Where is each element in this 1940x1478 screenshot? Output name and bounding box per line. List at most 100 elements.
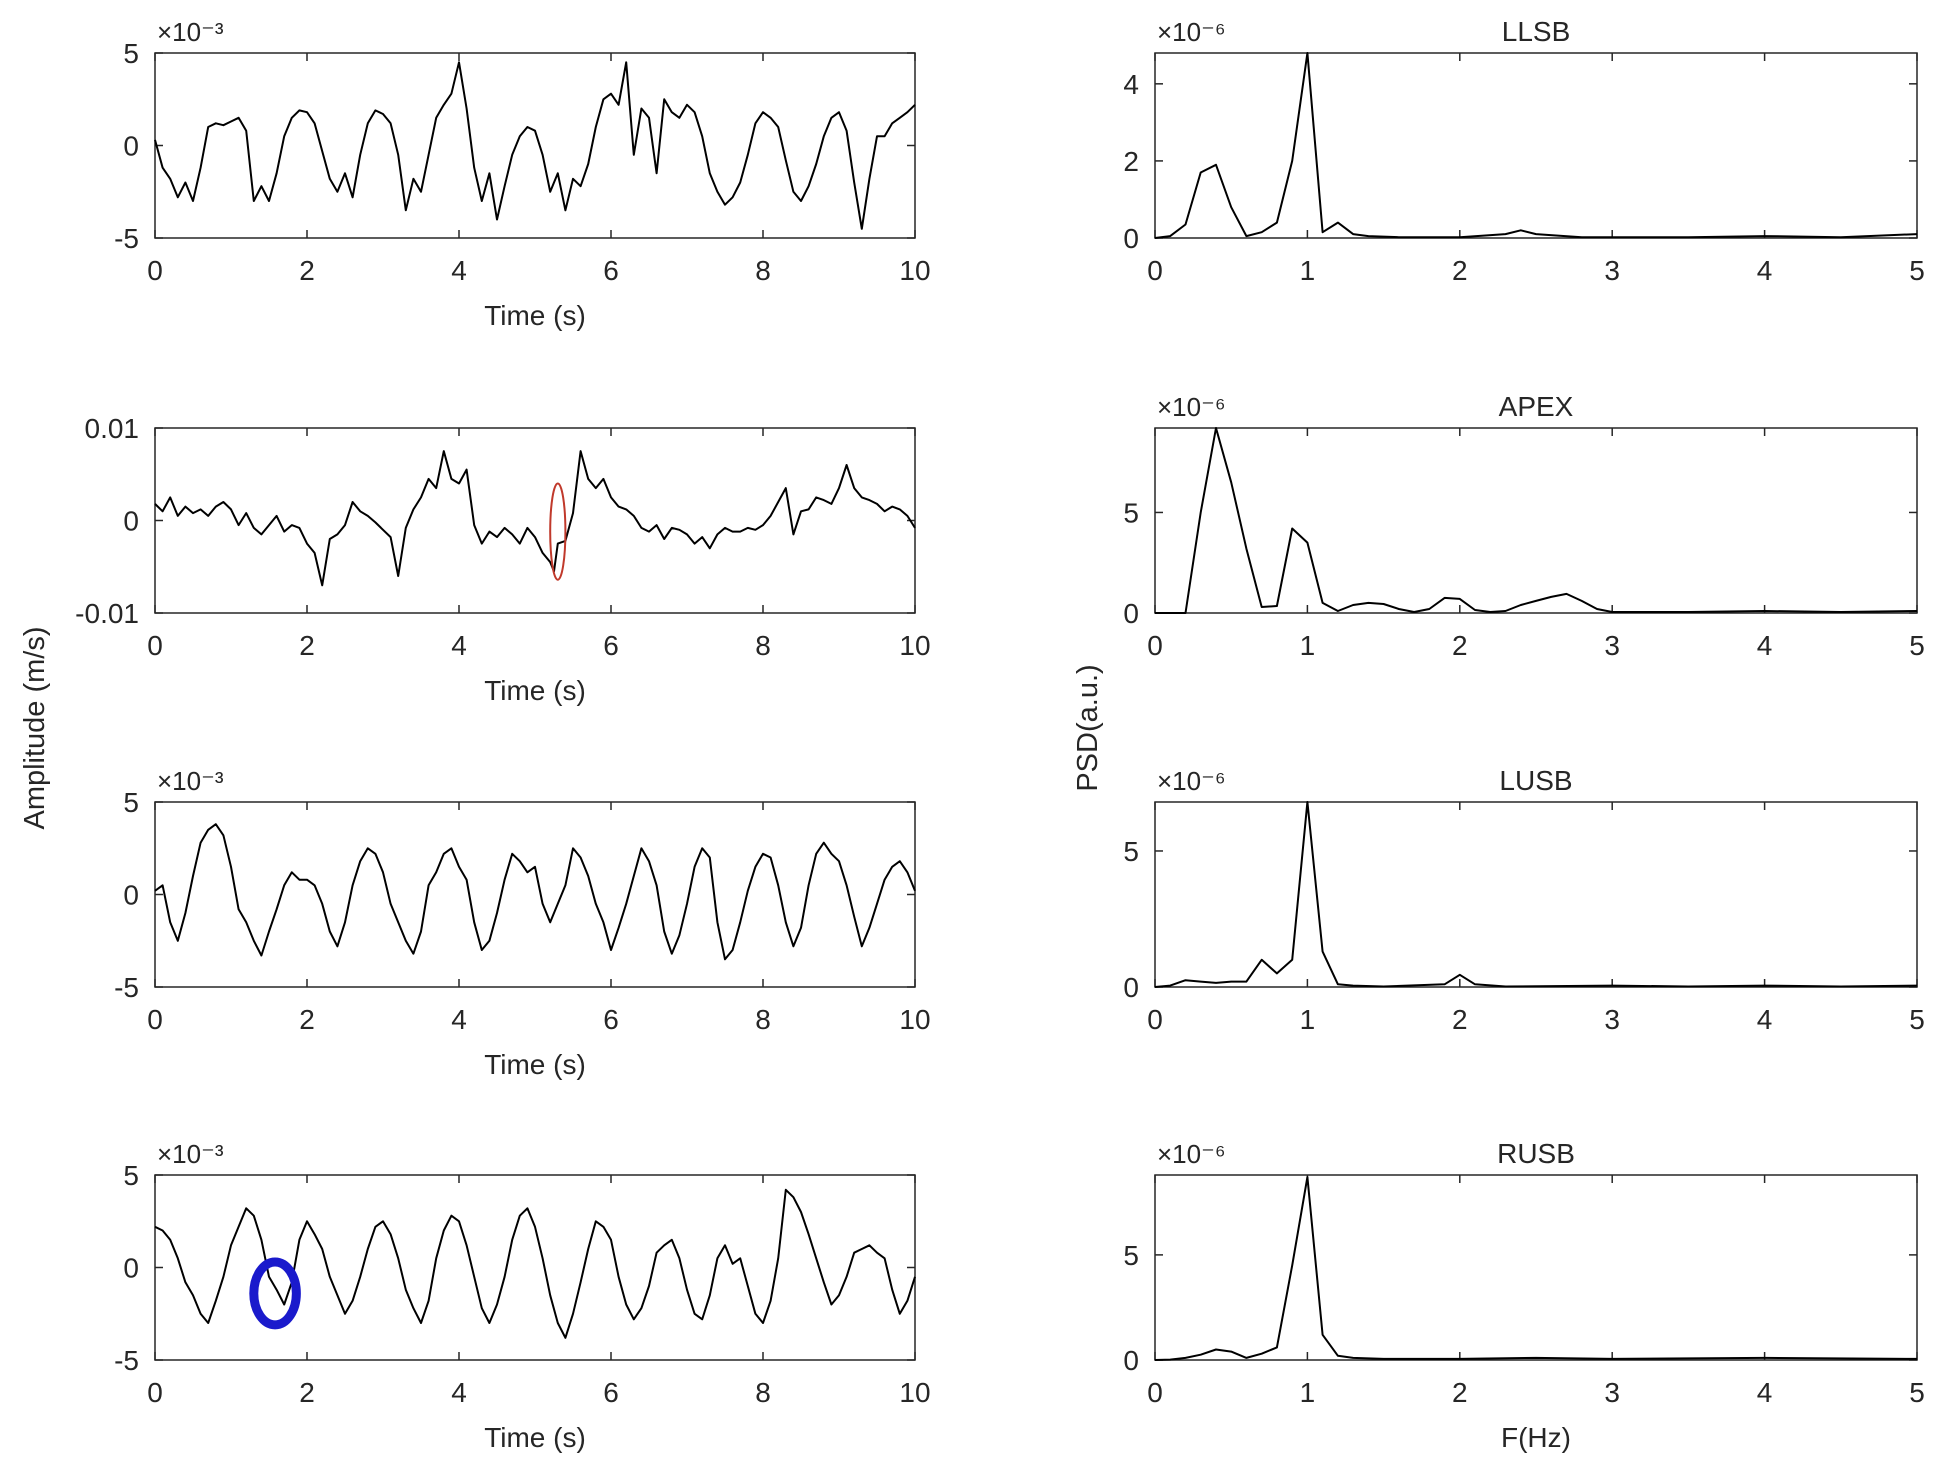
data-series-line [154,823,916,961]
x-tick-label: 5 [1909,1004,1925,1035]
x-tick-label: 4 [1757,1004,1773,1035]
x-tick-label: 3 [1604,255,1620,286]
x-tick-label: 6 [603,1377,619,1408]
x-tick-label: 8 [755,1377,771,1408]
y-tick-label: -5 [114,972,139,1003]
x-tick-label: 3 [1604,1377,1620,1408]
x-tick-label: 5 [1909,255,1925,286]
chart-panel-5: 0 1 2 3 4 5 0 2 4 ×10⁻⁶ LLSB [1123,16,1924,286]
axes-box [1154,1174,1918,1361]
y-tick-label: 5 [1123,1240,1139,1271]
left-ylabel: Amplitude (m/s) [19,626,51,829]
data-series-line [154,1188,916,1339]
y-exponent-label: ×10⁻⁶ [1157,17,1226,47]
x-axis-label: F(Hz) [1501,1422,1571,1453]
annotation-ellipse [549,482,567,581]
data-series-line [1154,52,1918,239]
y-tick-label: 0 [123,1253,139,1284]
x-tick-label: 5 [1909,630,1925,661]
x-tick-label: 10 [899,1377,930,1408]
x-tick-label: 0 [1147,1004,1163,1035]
chart-panel-6: 0 1 2 3 4 5 0 5 ×10⁻⁶ APEX [1123,391,1924,661]
x-tick-label: 6 [603,255,619,286]
chart-panel-4: 0 2 4 6 8 10 -5 0 5 ×10⁻³ Time (s) [114,1139,930,1453]
y-tick-label: 0 [1123,223,1139,254]
axes-box [1154,52,1918,239]
x-tick-label: 0 [147,1377,163,1408]
x-tick-label: 2 [1452,1377,1468,1408]
x-tick-label: 2 [1452,630,1468,661]
axes-box [154,427,916,614]
x-tick-label: 5 [1909,1377,1925,1408]
y-tick-label: 5 [123,787,139,818]
chart-panel-1: 0 2 4 6 8 10 -5 0 5 ×10⁻³ Time (s) [114,17,930,331]
x-tick-label: 4 [1757,255,1773,286]
x-tick-label: 4 [451,255,467,286]
y-tick-label: 2 [1123,146,1139,177]
x-tick-label: 4 [1757,1377,1773,1408]
y-tick-label: 4 [1123,69,1139,100]
axes-box [154,801,916,988]
y-tick-label: 0 [123,506,139,537]
x-tick-label: 6 [603,630,619,661]
y-tick-label: -0.01 [75,598,139,629]
x-tick-label: 2 [1452,1004,1468,1035]
right-ylabel: PSD(a.u.) [1072,664,1104,791]
x-tick-label: 8 [755,630,771,661]
y-tick-label: 0 [123,880,139,911]
x-tick-label: 4 [1757,630,1773,661]
x-axis-label: Time (s) [484,1422,586,1453]
panel-title: LUSB [1499,765,1572,796]
x-tick-label: 2 [299,255,315,286]
x-tick-label: 4 [451,1377,467,1408]
chart-panel-2: 0 2 4 6 8 10 -0.01 0 0.01 Time (s) [75,413,930,706]
x-tick-label: 4 [451,1004,467,1035]
y-exponent-label: ×10⁻⁶ [1157,1139,1226,1169]
y-exponent-label: ×10⁻³ [157,1139,224,1169]
y-tick-label: 5 [123,1160,139,1191]
y-tick-label: -5 [114,1345,139,1376]
panel-title: APEX [1499,391,1574,422]
x-tick-label: 2 [1452,255,1468,286]
x-tick-label: 10 [899,1004,930,1035]
x-tick-label: 3 [1604,1004,1620,1035]
data-series-line [1154,801,1918,988]
y-tick-label: -5 [114,223,139,254]
y-tick-label: 0 [1123,972,1139,1003]
x-tick-label: 1 [1300,1004,1316,1035]
axes-box [154,52,916,239]
chart-panel-7: 0 1 2 3 4 5 0 5 ×10⁻⁶ LUSB [1123,765,1924,1035]
x-tick-label: 10 [899,630,930,661]
x-tick-label: 8 [755,255,771,286]
data-series-line [1155,427,1918,614]
x-tick-label: 10 [899,255,930,286]
x-tick-label: 2 [299,1004,315,1035]
y-tick-label: 5 [123,38,139,69]
y-tick-label: 0 [123,131,139,162]
x-axis-label: Time (s) [484,300,586,331]
x-tick-label: 2 [299,1377,315,1408]
y-exponent-label: ×10⁻⁶ [1157,392,1226,422]
x-tick-label: 1 [1300,255,1316,286]
x-tick-label: 0 [1147,630,1163,661]
x-tick-label: 0 [147,1004,163,1035]
y-exponent-label: ×10⁻³ [157,766,224,796]
x-tick-label: 6 [603,1004,619,1035]
axes-box [1154,427,1918,614]
axes-box [1154,801,1918,988]
y-exponent-label: ×10⁻⁶ [1157,766,1226,796]
x-tick-label: 0 [1147,1377,1163,1408]
y-tick-label: 0 [1123,1345,1139,1376]
y-tick-label: 0 [1123,598,1139,629]
chart-panel-8: 0 1 2 3 4 5 0 5 ×10⁻⁶ RUSB F(Hz) [1123,1138,1924,1453]
y-tick-label: 0.01 [85,413,140,444]
x-tick-label: 1 [1300,1377,1316,1408]
y-tick-label: 5 [1123,497,1139,528]
panel-title: RUSB [1497,1138,1575,1169]
data-series-line [154,450,916,587]
y-tick-label: 5 [1123,836,1139,867]
x-tick-label: 4 [451,630,467,661]
x-tick-label: 0 [147,630,163,661]
x-axis-label: Time (s) [484,1049,586,1080]
